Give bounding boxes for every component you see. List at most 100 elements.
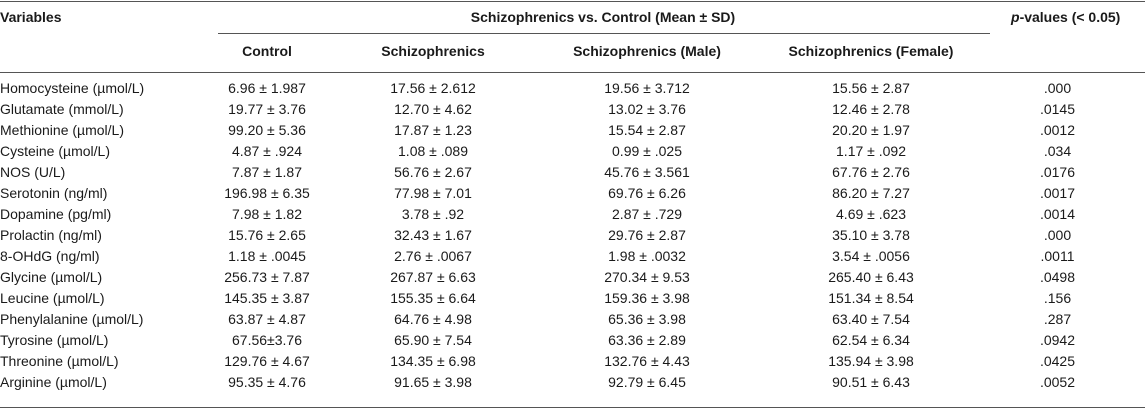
cell-p-value: .0017 (1039, 185, 1076, 201)
cell-schizophrenics-male: 2.87 ± .729 (612, 206, 682, 222)
table-row: Leucine (µmol/L) 145.35 ± 3.87 155.35 ± 6.… (0, 288, 1145, 309)
table-row: Threonine (µmol/L) 129.76 ± 4.67 134.35 ± … (0, 351, 1145, 372)
col-header-schizophrenics: Schizophrenics (381, 43, 485, 59)
cell-schizophrenics-female: 86.20 ± 7.27 (832, 185, 910, 201)
cell-schizophrenics-female: 15.56 ± 2.87 (832, 80, 910, 96)
cell-schizophrenics: 134.35 ± 6.98 (390, 353, 476, 369)
cell-control: 63.87 ± 4.87 (228, 311, 306, 327)
cell-schizophrenics-male: 69.76 ± 6.26 (608, 185, 686, 201)
cell-control: 196.98 ± 6.35 (224, 185, 310, 201)
cell-schizophrenics: 1.08 ± .089 (398, 143, 468, 159)
cell-schizophrenics-female: 151.34 ± 8.54 (828, 290, 914, 306)
cell-schizophrenics-female: 35.10 ± 3.78 (832, 227, 910, 243)
cell-schizophrenics-male: 0.99 ± .025 (612, 143, 682, 159)
cell-schizophrenics-female: 135.94 ± 3.98 (828, 353, 914, 369)
cell-p-value: .0052 (1039, 374, 1076, 390)
table-row: Glycine (µmol/L) 256.73 ± 7.87 267.87 ± 6.… (0, 267, 1145, 288)
cell-control: 129.76 ± 4.67 (224, 353, 310, 369)
cell-schizophrenics: 155.35 ± 6.64 (390, 290, 476, 306)
cell-schizophrenics: 267.87 ± 6.63 (390, 269, 476, 285)
cell-variable: Methionine (µmol/L) (0, 122, 125, 138)
cell-schizophrenics-male: 29.76 ± 2.87 (608, 227, 686, 243)
cell-schizophrenics-male: 92.79 ± 6.45 (608, 374, 686, 390)
header-pvalues: p-values (< 0.05) (1011, 9, 1120, 25)
cell-variable: 8-OHdG (ng/ml) (0, 248, 100, 264)
cell-schizophrenics: 56.76 ± 2.67 (394, 164, 472, 180)
cell-control: 4.87 ± .924 (232, 143, 302, 159)
cell-schizophrenics: 64.76 ± 4.98 (394, 311, 472, 327)
header-pvalues-italic: p (1011, 9, 1020, 25)
cell-schizophrenics: 12.70 ± 4.62 (394, 101, 472, 117)
cell-schizophrenics: 3.78 ± .92 (401, 206, 465, 222)
cell-schizophrenics-female: 12.46 ± 2.78 (832, 101, 910, 117)
cell-schizophrenics-male: 270.34 ± 9.53 (604, 269, 690, 285)
cell-schizophrenics-male: 19.56 ± 3.712 (604, 80, 690, 96)
table-row: Tyrosine (µmol/L) 67.56±3.76 65.90 ± 7.54 6… (0, 330, 1145, 351)
cell-control: 7.98 ± 1.82 (232, 206, 302, 222)
cell-schizophrenics-male: 1.98 ± .0032 (608, 248, 686, 264)
cell-variable: Tyrosine (µmol/L) (0, 332, 109, 348)
cell-schizophrenics-male: 13.02 ± 3.76 (608, 101, 686, 117)
group-header-rule (218, 33, 990, 34)
cell-schizophrenics-female: 67.76 ± 2.76 (832, 164, 910, 180)
cell-schizophrenics-male: 45.76 ± 3.561 (604, 164, 690, 180)
cell-schizophrenics: 17.56 ± 2.612 (390, 80, 476, 96)
cell-p-value: .0176 (1039, 164, 1076, 180)
cell-schizophrenics: 77.98 ± 7.01 (394, 185, 472, 201)
table-row: Homocysteine (µmol/L) 6.96 ± 1.987 17.56 ±… (0, 78, 1145, 99)
cell-control: 256.73 ± 7.87 (224, 269, 310, 285)
cell-control: 19.77 ± 3.76 (228, 101, 306, 117)
cell-control: 7.87 ± 1.87 (232, 164, 302, 180)
cell-variable: Glutamate (mmol/L) (0, 101, 124, 117)
cell-control: 67.56±3.76 (232, 332, 302, 348)
cell-control: 15.76 ± 2.65 (228, 227, 306, 243)
cell-p-value: .0498 (1039, 269, 1076, 285)
table-body: Homocysteine (µmol/L) 6.96 ± 1.987 17.56 ±… (0, 78, 1145, 393)
header-group: Schizophrenics vs. Control (Mean ± SD) (470, 9, 736, 25)
cell-schizophrenics: 91.65 ± 3.98 (394, 374, 472, 390)
cell-p-value: .287 (1043, 311, 1072, 327)
cell-schizophrenics: 65.90 ± 7.54 (394, 332, 472, 348)
cell-schizophrenics-female: 63.40 ± 7.54 (832, 311, 910, 327)
col-header-control: Control (242, 43, 292, 59)
cell-variable: Arginine (µmol/L) (0, 374, 107, 390)
cell-control: 99.20 ± 5.36 (228, 122, 306, 138)
cell-schizophrenics-female: 265.40 ± 6.43 (828, 269, 914, 285)
cell-schizophrenics-female: 1.17 ± .092 (836, 143, 906, 159)
cell-p-value: .000 (1043, 227, 1072, 243)
col-header-schizophrenics-female: Schizophrenics (Female) (788, 43, 954, 59)
table-bottom-rule (0, 407, 1145, 408)
cell-schizophrenics-male: 63.36 ± 2.89 (608, 332, 686, 348)
header-pvalues-rest: -values (< 0.05) (1019, 9, 1121, 25)
cell-control: 1.18 ± .0045 (228, 248, 306, 264)
cell-schizophrenics: 2.76 ± .0067 (394, 248, 472, 264)
cell-control: 95.35 ± 4.76 (228, 374, 306, 390)
cell-p-value: .0014 (1039, 206, 1076, 222)
cell-p-value: .0012 (1039, 122, 1076, 138)
cell-schizophrenics-male: 159.36 ± 3.98 (604, 290, 690, 306)
cell-variable: Homocysteine (µmol/L) (0, 80, 145, 96)
table-top-rule (0, 1, 1145, 2)
cell-p-value: .034 (1043, 143, 1072, 159)
cell-p-value: .0145 (1039, 101, 1076, 117)
cell-variable: Leucine (µmol/L) (0, 290, 105, 306)
table-row: Arginine (µmol/L) 95.35 ± 4.76 91.65 ± 3.9… (0, 372, 1145, 393)
cell-schizophrenics-male: 132.76 ± 4.43 (604, 353, 690, 369)
cell-schizophrenics-male: 65.36 ± 3.98 (608, 311, 686, 327)
table-row: NOS (U/L) 7.87 ± 1.87 56.76 ± 2.67 45.76 ± … (0, 162, 1145, 183)
cell-p-value: .0942 (1039, 332, 1076, 348)
cell-variable: NOS (U/L) (0, 164, 66, 180)
table-row: Phenylalanine (µmol/L) 63.87 ± 4.87 64.76 … (0, 309, 1145, 330)
cell-schizophrenics: 32.43 ± 1.67 (394, 227, 472, 243)
table-row: Prolactin (ng/ml) 15.76 ± 2.65 32.43 ± 1.6… (0, 225, 1145, 246)
header-bottom-rule (0, 72, 1145, 73)
cell-variable: Phenylalanine (µmol/L) (0, 311, 144, 327)
cell-schizophrenics: 17.87 ± 1.23 (394, 122, 472, 138)
cell-variable: Dopamine (pg/ml) (0, 206, 112, 222)
cell-control: 145.35 ± 3.87 (224, 290, 310, 306)
header-variables: Variables (0, 9, 62, 25)
cell-variable: Serotonin (ng/ml) (0, 185, 108, 201)
table-row: Serotonin (ng/ml) 196.98 ± 6.35 77.98 ± 7.… (0, 183, 1145, 204)
col-header-schizophrenics-male: Schizophrenics (Male) (573, 43, 721, 59)
